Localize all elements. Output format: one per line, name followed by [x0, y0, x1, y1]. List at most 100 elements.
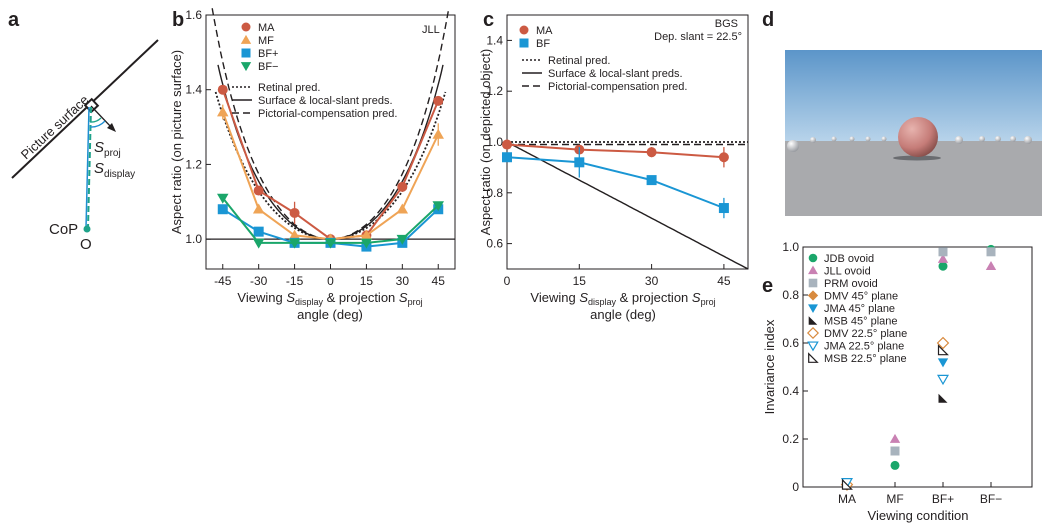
display-angle-arc [89, 117, 102, 123]
e-legend-label-jdb-ovoid: JDB ovoid [824, 253, 874, 265]
b-legend-line-label: Pictorial-compensation pred. [258, 108, 397, 120]
panel-letter-c: c [483, 9, 494, 31]
e-point-jma-45-plane [937, 358, 949, 368]
c-point-bf [574, 157, 585, 168]
b-legend-marker-mf [240, 34, 252, 44]
sphere-shadow [893, 155, 941, 161]
chart-e-ylabel: Invariance index [762, 319, 777, 414]
projection-line [85, 106, 90, 229]
background-sphere [955, 136, 963, 144]
b-point-bfminus [324, 238, 337, 249]
e-ytick-label: 0.4 [782, 384, 799, 398]
background-sphere [1010, 136, 1016, 142]
e-legend-label-msb-22-5-plane: MSB 22.5° plane [824, 353, 907, 365]
e-legend-marker-dmv-45-plane [807, 290, 819, 301]
surface-normal-arrow [90, 105, 113, 129]
e-legend-label-prm-ovoid: PRM ovoid [824, 278, 878, 290]
e-ytick-label: 0 [792, 480, 799, 494]
b-surface-pred [217, 64, 444, 240]
chart-c-ylabel: Aspect ratio (on depicted object) [478, 49, 493, 235]
e-xtick-label-ma: MA [838, 492, 856, 506]
c-legend-line-label: Retinal pred. [548, 55, 610, 67]
b-point-bfminus [432, 201, 444, 212]
c-ytick-label: 1.0 [486, 135, 503, 149]
b-legend-marker-bfminus [240, 62, 252, 72]
panel-c-chart: 0.6 0.8 1.0 1.2 1.4 0 15 30 45 BGS Dep. slant =… [478, 14, 749, 322]
c-xtick-label: 0 [504, 274, 511, 288]
chart-e-xlabel: Viewing condition [868, 508, 969, 523]
b-xtick-label: 0 [327, 274, 334, 288]
panel-letter-a: a [8, 9, 20, 31]
b-point-mf [432, 128, 444, 139]
e-point-prm-ovoid [890, 446, 900, 456]
e-point-msb-22-5-plane [937, 344, 949, 356]
b-point-bfminus [360, 238, 373, 249]
b-ytick-label: 1.2 [185, 157, 202, 171]
e-point-prm-ovoid [986, 247, 996, 257]
e-point-msb-45-plane [938, 393, 948, 403]
c-legend-line-label: Pictorial-compensation pred. [548, 81, 687, 93]
b-point-bfplus [217, 204, 228, 215]
background-sphere [881, 136, 887, 142]
b-point-mf [217, 106, 229, 117]
c-ytick-label: 1.2 [486, 84, 503, 98]
b-point-ma [433, 95, 444, 106]
b-legend-label-ma: MA [258, 22, 275, 34]
arrowhead-icon [107, 123, 116, 132]
panel-letter-d: d [762, 9, 774, 31]
b-xtick-label: -15 [286, 274, 304, 288]
b-xtick-label: -45 [214, 274, 232, 288]
panel-e-chart: 0 0.2 0.4 0.6 0.8 1.0 MA MF BF+ BF− JDB ovoidJLL… [762, 240, 1033, 523]
b-legend-label-bfplus: BF+ [258, 48, 278, 60]
c-point-ma [718, 152, 729, 163]
c-point-bf [718, 203, 729, 214]
b-point-ma [397, 181, 408, 192]
e-point-jll-ovoid [985, 261, 997, 271]
b-legend-marker-bfplus [241, 48, 251, 58]
background-sphere [787, 140, 799, 152]
c-xtick-label: 15 [573, 274, 587, 288]
b-legend-line-label: Surface & local-slant preds. [258, 95, 393, 107]
chart-c-title: BGS [715, 18, 738, 30]
s-display-label: Sdisplay [94, 160, 135, 180]
panel-d-render [785, 50, 1042, 216]
b-xtick-label: 15 [360, 274, 374, 288]
c-point-bf [646, 175, 657, 186]
o-label: O [80, 236, 92, 253]
c-ytick-label: 1.4 [486, 33, 503, 47]
b-legend-label-bfminus: BF− [258, 61, 278, 73]
large-sphere [898, 117, 938, 157]
c-point-bf [502, 152, 512, 163]
e-legend-marker-msb-22-5-plane [808, 352, 819, 363]
e-legend-marker-jma-22-5-plane [807, 341, 819, 352]
panel-a-diagram: Picture surface Sproj Sdisplay CoP O [11, 39, 159, 253]
e-legend-marker-jdb-ovoid [808, 253, 818, 263]
chart-b-xlabel-line2: angle (deg) [297, 307, 363, 322]
proj-angle-arc [89, 120, 106, 128]
background-sphere [810, 137, 816, 143]
b-point-ma [289, 207, 300, 218]
chart-c-xlabel-line2: angle (deg) [590, 307, 656, 322]
b-pictorial-pred [211, 8, 450, 240]
chart-b-title: JLL [422, 24, 440, 36]
b-ytick-label: 1.4 [185, 83, 202, 97]
background-sphere [831, 136, 837, 142]
b-point-ma [253, 185, 264, 196]
e-point-jma-22-5-plane [937, 374, 949, 386]
b-ytick-label: 1.0 [185, 232, 202, 246]
e-ytick-label: 1.0 [782, 240, 799, 254]
c-legend-marker-bf [519, 38, 529, 48]
e-point-jll-ovoid [937, 253, 949, 263]
e-ytick-label: 0.6 [782, 336, 799, 350]
panel-b-chart: 1.01.21.41.6 -45 -30 -15 0 15 30 45 JLL MAMFBF… [169, 8, 456, 322]
c-legend-line-label: Surface & local-slant preds. [548, 68, 683, 80]
c-surface-pred [506, 141, 749, 270]
chart-b-ylabel: Aspect ratio (on picture surface) [169, 50, 184, 234]
background-sphere [995, 136, 1001, 142]
b-legend-marker-ma [241, 22, 251, 32]
e-legend-label-jma-45-plane: JMA 45° plane [824, 303, 895, 315]
b-ytick-label: 1.6 [185, 8, 202, 22]
b-retinal-pred [214, 91, 447, 240]
e-xtick-label-bfplus: BF+ [932, 492, 954, 506]
e-point-dmv-22-5-plane [936, 336, 950, 350]
